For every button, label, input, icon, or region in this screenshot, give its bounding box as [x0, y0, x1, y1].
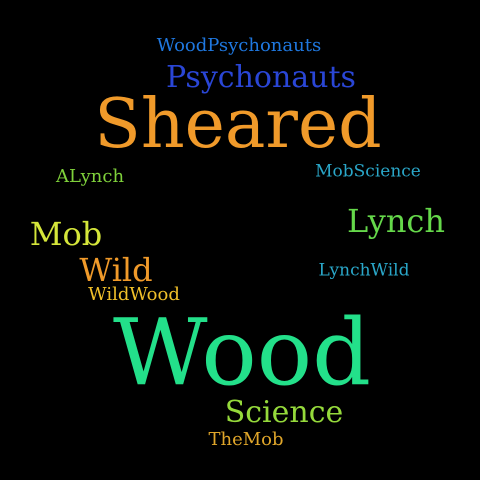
word-mob: Mob: [29, 215, 103, 253]
word-wildwood: WildWood: [88, 284, 180, 305]
word-themob: TheMob: [208, 429, 284, 450]
word-alynch: ALynch: [55, 166, 125, 187]
word-psychonauts: Psychonauts: [166, 60, 356, 95]
word-woodpsychonauts: WoodPsychonauts: [156, 35, 322, 56]
word-lynchwild: LynchWild: [318, 260, 410, 281]
word-wild: Wild: [79, 251, 153, 289]
word-wood: Wood: [113, 299, 371, 406]
word-sheared: Sheared: [94, 85, 382, 164]
word-science: Science: [224, 395, 344, 430]
word-mobscience: MobScience: [315, 161, 421, 182]
word-lynch: Lynch: [347, 202, 445, 240]
